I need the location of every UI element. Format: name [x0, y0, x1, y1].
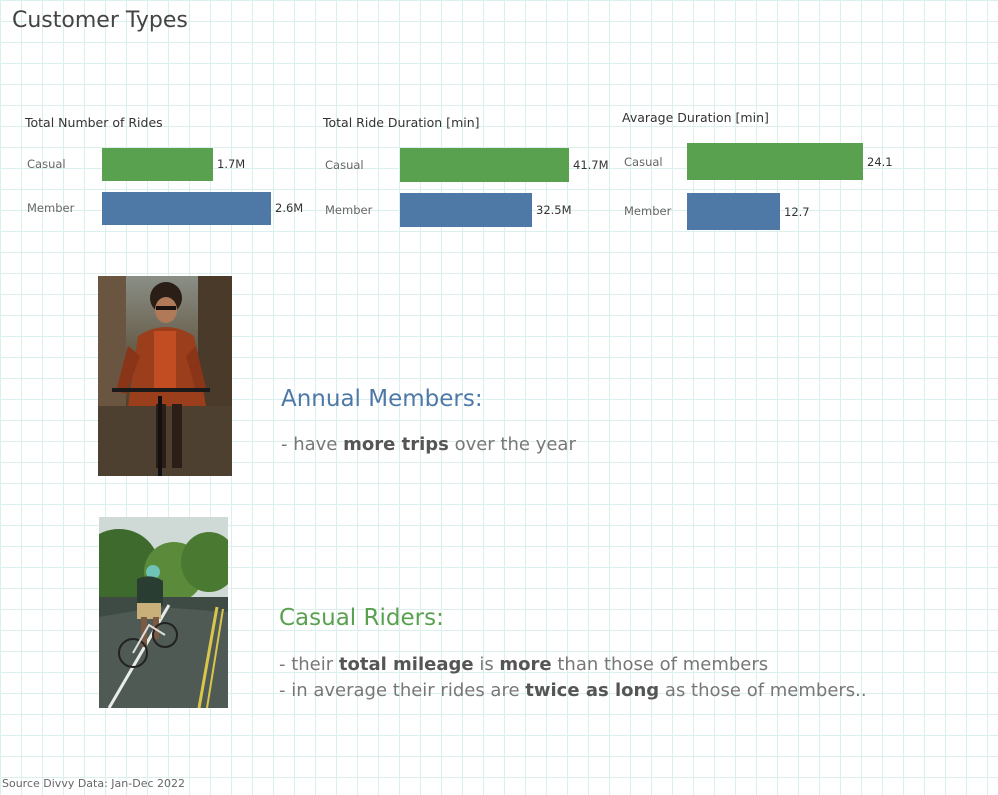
members-heading: Annual Members:	[281, 386, 483, 412]
value-label-member: 32.5M	[536, 203, 572, 217]
category-label-member: Member	[325, 203, 373, 217]
members-description: - have more trips over the year	[281, 434, 576, 455]
category-label-casual: Casual	[27, 157, 66, 171]
value-label-member: 12.7	[784, 205, 810, 219]
category-label-member: Member	[624, 204, 672, 218]
chart-title: Total Number of Rides	[25, 115, 163, 130]
casual-description-line-2: - in average their rides are twice as lo…	[279, 680, 867, 701]
chart-title: Total Ride Duration [min]	[323, 115, 480, 130]
bar-member	[687, 193, 780, 230]
text-fragment: - in average their rides are	[279, 680, 526, 701]
text-fragment: is	[473, 654, 500, 675]
text-fragment: - their	[279, 654, 339, 675]
value-label-member: 2.6M	[275, 201, 304, 215]
text-emphasis: more trips	[343, 434, 449, 455]
bar-member	[102, 192, 271, 225]
casual-heading: Casual Riders:	[279, 605, 444, 631]
member-cyclist-photo	[98, 276, 232, 476]
bar-casual	[687, 143, 863, 180]
chart-title: Avarage Duration [min]	[622, 110, 769, 125]
category-label-member: Member	[27, 201, 75, 215]
bar-casual	[400, 148, 569, 182]
value-label-casual: 41.7M	[573, 158, 609, 172]
text-fragment: than those of members	[551, 654, 769, 675]
bar-member	[400, 193, 532, 227]
casual-description-line-1: - their total mileage is more than those…	[279, 654, 768, 675]
text-emphasis: more	[499, 654, 552, 675]
text-emphasis: twice as long	[525, 680, 660, 701]
casual-cyclist-photo	[99, 517, 228, 708]
page-title: Customer Types	[12, 8, 188, 33]
text-fragment: as those of members..	[659, 680, 867, 701]
text-emphasis: total mileage	[338, 654, 474, 675]
text-fragment: over the year	[448, 434, 576, 455]
text-fragment: - have	[281, 434, 344, 455]
bar-casual	[102, 148, 213, 181]
category-label-casual: Casual	[325, 158, 364, 172]
value-label-casual: 1.7M	[217, 157, 246, 171]
source-note: Source Divvy Data: Jan-Dec 2022	[2, 777, 185, 790]
category-label-casual: Casual	[624, 155, 663, 169]
value-label-casual: 24.1	[867, 155, 893, 169]
